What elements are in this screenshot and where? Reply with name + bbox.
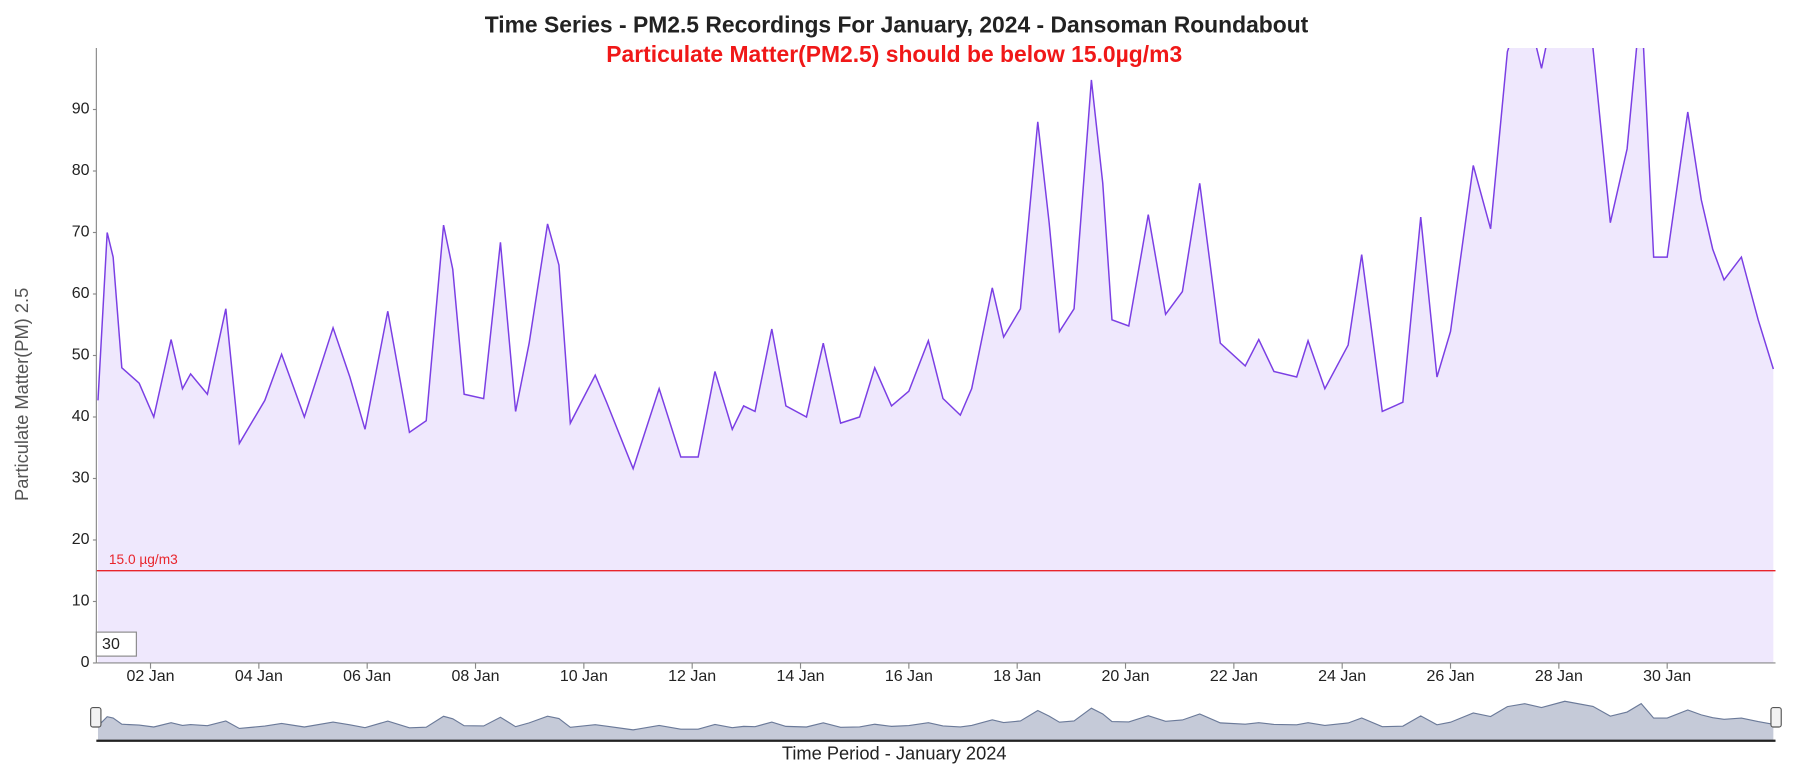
navigator-line xyxy=(97,700,1774,731)
chart-title: Time Series - PM2.5 Recordings For Janua… xyxy=(485,11,1309,37)
x-tick-label: 10 Jan xyxy=(560,668,608,685)
y-tick-label: 20 xyxy=(72,531,90,548)
range-input[interactable]: 30 xyxy=(102,636,120,653)
x-tick-label: 14 Jan xyxy=(776,668,824,685)
y-tick-label: 10 xyxy=(72,593,90,610)
x-tick-label: 28 Jan xyxy=(1535,668,1583,685)
x-tick-label: 02 Jan xyxy=(126,668,174,685)
navigator-clip xyxy=(97,700,1774,741)
y-tick-label: 50 xyxy=(72,347,90,364)
series-clip xyxy=(97,48,1775,663)
navigator-area xyxy=(97,701,1774,741)
chart-subtitle: Particulate Matter(PM2.5) should be belo… xyxy=(606,41,1182,67)
x-tick-label: 04 Jan xyxy=(235,668,283,685)
y-tick-label: 60 xyxy=(72,285,90,302)
x-tick-label: 24 Jan xyxy=(1318,668,1366,685)
plot-area: 15.0 µg/m3 xyxy=(96,48,1776,663)
y-tick-label: 0 xyxy=(81,654,90,671)
range-input-box[interactable] xyxy=(95,631,137,657)
y-tick-label: 90 xyxy=(72,101,90,118)
x-tick-label: 26 Jan xyxy=(1426,668,1474,685)
x-tick-label: 12 Jan xyxy=(668,668,716,685)
x-tick-label: 30 Jan xyxy=(1643,668,1691,685)
line xyxy=(97,48,1775,471)
y-tick-label: 80 xyxy=(72,162,90,179)
navigator-handle-right[interactable] xyxy=(1770,706,1782,728)
y-tick-label: 70 xyxy=(72,224,90,241)
x-tick-label: 06 Jan xyxy=(343,668,391,685)
x-tick-label: 20 Jan xyxy=(1101,668,1149,685)
y-tick-label: 40 xyxy=(72,408,90,425)
x-tick-label: 18 Jan xyxy=(993,668,1041,685)
navigator-handle-left[interactable] xyxy=(90,706,102,728)
threshold-label: 15.0 µg/m3 xyxy=(109,552,178,567)
x-axis-label: Time Period - January 2024 xyxy=(782,742,1007,763)
y-axis-label: Particulate Matter(PM) 2.5 xyxy=(11,288,32,501)
x-tick-label: 22 Jan xyxy=(1210,668,1258,685)
area xyxy=(97,48,1774,663)
x-tick-label: 08 Jan xyxy=(451,668,499,685)
y-tick-label: 30 xyxy=(72,470,90,487)
x-tick-label: 16 Jan xyxy=(885,668,933,685)
navigator[interactable] xyxy=(97,700,1774,741)
